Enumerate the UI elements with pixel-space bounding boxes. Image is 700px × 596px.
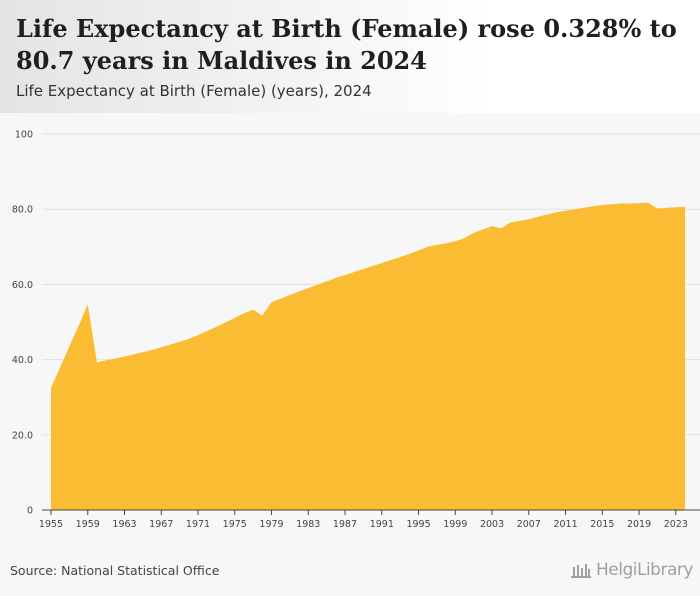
x-tick-label: 1975 [223, 519, 247, 530]
x-tick-label: 2011 [553, 519, 577, 530]
y-tick-label: 80.0 [12, 205, 33, 216]
x-tick-label: 2007 [517, 519, 541, 530]
y-tick-label: 20.0 [12, 430, 33, 441]
x-tick-label: 1987 [333, 519, 357, 530]
helgi-library-logo: HelgiLibrary [570, 560, 693, 580]
x-tick-label: 2023 [664, 519, 688, 530]
y-axis: 0 20.0 40.0 60.0 80.0 100 [12, 130, 33, 517]
y-tick-label: 0 [27, 506, 33, 517]
y-tick-label: 60.0 [12, 280, 33, 291]
x-tick-label: 1983 [296, 519, 320, 530]
x-tick-label: 1963 [112, 519, 136, 530]
x-tick-label: 2015 [590, 519, 614, 530]
x-tick-label: 1971 [186, 519, 210, 530]
x-tick-label: 2003 [480, 519, 504, 530]
area-series-life-expectancy [51, 202, 685, 510]
x-tick-label: 1959 [76, 519, 100, 530]
header-band: Life Expectancy at Birth (Female) rose 0… [0, 0, 700, 113]
x-tick-label: 1999 [443, 519, 467, 530]
x-tick-label: 1979 [259, 519, 283, 530]
source-note: Source: National Statistical Office [10, 563, 220, 578]
x-tick-label: 2019 [627, 519, 651, 530]
area-chart: 0 20.0 40.0 60.0 80.0 100 1955 1959 1963 1967 197… [12, 130, 700, 530]
chart-title: Life Expectancy at Birth (Female) rose 0… [16, 14, 677, 75]
x-tick-label: 1955 [39, 519, 63, 530]
y-tick-label: 100 [15, 130, 33, 141]
y-tick-label: 40.0 [12, 355, 33, 366]
x-axis: 1955 1959 1963 1967 1971 1975 1979 1983 1987 1991… [39, 510, 688, 530]
library-building-icon [571, 564, 591, 578]
logo-text: HelgiLibrary [596, 560, 693, 580]
x-tick-label: 1991 [370, 519, 394, 530]
x-tick-label: 1995 [406, 519, 430, 530]
chart-subtitle: Life Expectancy at Birth (Female) (years… [16, 82, 372, 100]
x-tick-label: 1967 [149, 519, 173, 530]
